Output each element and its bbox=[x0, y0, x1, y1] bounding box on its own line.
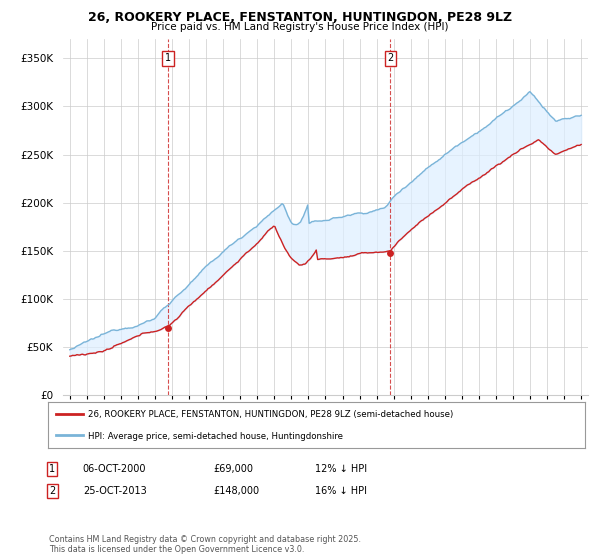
Text: 06-OCT-2000: 06-OCT-2000 bbox=[83, 464, 146, 474]
Text: Price paid vs. HM Land Registry's House Price Index (HPI): Price paid vs. HM Land Registry's House … bbox=[151, 22, 449, 32]
Text: 2: 2 bbox=[388, 53, 394, 63]
Text: 12% ↓ HPI: 12% ↓ HPI bbox=[315, 464, 367, 474]
Text: 1: 1 bbox=[165, 53, 171, 63]
Text: 26, ROOKERY PLACE, FENSTANTON, HUNTINGDON, PE28 9LZ: 26, ROOKERY PLACE, FENSTANTON, HUNTINGDO… bbox=[88, 11, 512, 24]
Text: HPI: Average price, semi-detached house, Huntingdonshire: HPI: Average price, semi-detached house,… bbox=[88, 432, 343, 441]
Text: 1: 1 bbox=[49, 464, 55, 474]
Text: 25-OCT-2013: 25-OCT-2013 bbox=[83, 486, 146, 496]
Text: 16% ↓ HPI: 16% ↓ HPI bbox=[315, 486, 367, 496]
Text: 2: 2 bbox=[49, 486, 55, 496]
Text: £69,000: £69,000 bbox=[213, 464, 253, 474]
Text: Contains HM Land Registry data © Crown copyright and database right 2025.
This d: Contains HM Land Registry data © Crown c… bbox=[49, 535, 361, 554]
Text: 26, ROOKERY PLACE, FENSTANTON, HUNTINGDON, PE28 9LZ (semi-detached house): 26, ROOKERY PLACE, FENSTANTON, HUNTINGDO… bbox=[88, 410, 454, 419]
Text: £148,000: £148,000 bbox=[213, 486, 259, 496]
